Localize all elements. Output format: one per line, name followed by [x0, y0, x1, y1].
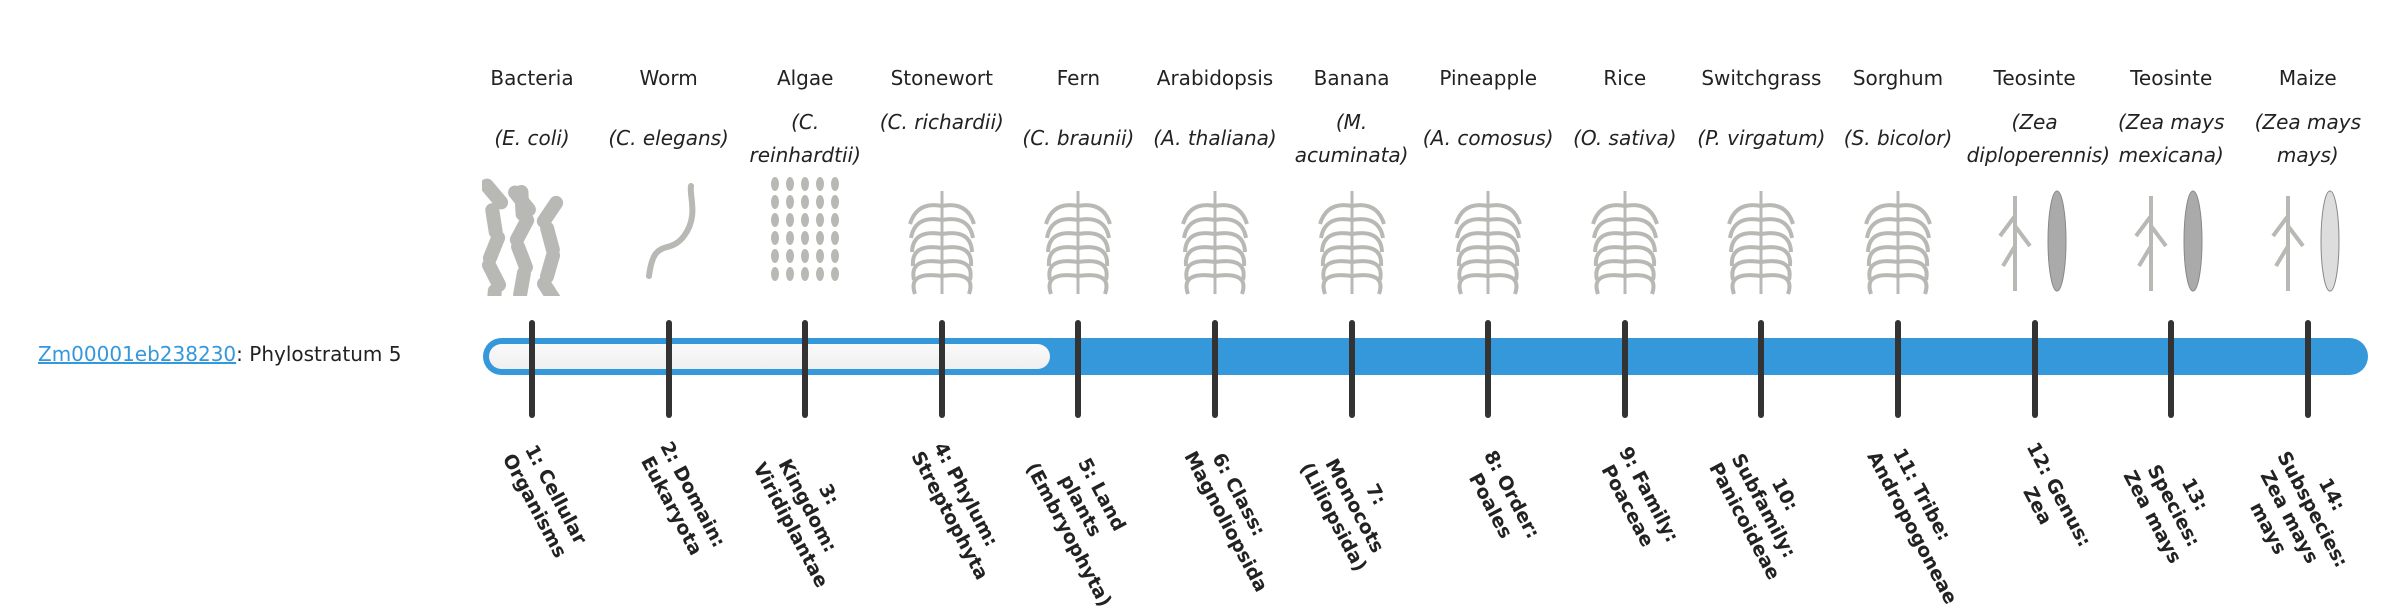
organism-scientific-name: (M. acuminata): [1294, 110, 1409, 167]
organism-scientific-name: (A. thaliana): [1153, 126, 1277, 150]
fern-image: [1028, 176, 1128, 296]
organism-scientific-name: (C. richardii): [879, 110, 1004, 134]
organism-common-name: Sorghum: [1852, 66, 1944, 90]
organism-common-name: Fern: [1056, 66, 1101, 90]
gene-label: Zm00001eb238230: Phylostratum 5: [38, 342, 401, 366]
organism-common-name: Worm: [639, 66, 698, 90]
organism-scientific-name: (A. comosus): [1422, 126, 1554, 150]
gene-link[interactable]: Zm00001eb238230: [38, 342, 237, 366]
organism-common-name: Arabidopsis: [1156, 66, 1274, 90]
organism-scientific-name: (C. elegans): [608, 126, 729, 150]
organism-scientific-name: (E. coli): [494, 126, 570, 150]
banana-image: [1302, 176, 1402, 296]
stratum-tick: [1621, 320, 1628, 418]
organism-scientific-name: (Zea mays mexicana): [2117, 110, 2225, 167]
stratum-label: 11: Tribe: Andropogoneae: [1862, 444, 1962, 608]
worm-image: [619, 176, 719, 296]
stratum-label: 2: Domain: Eukaryota: [635, 438, 730, 560]
stratum-tick: [1212, 320, 1218, 418]
organism-scientific-name: (Zea mays mays): [2254, 110, 2361, 167]
phylostratum-bar-fill: [489, 344, 1051, 369]
organism-common-name: Switchgrass: [1701, 66, 1822, 90]
organism-common-name: Bacteria: [490, 66, 574, 90]
organism-common-name: Banana: [1313, 66, 1390, 90]
arabidopsis-image: [1165, 176, 1265, 296]
bacteria-image: [479, 176, 582, 320]
stratum-label: 10: Subfamily: Panicoideae: [1704, 450, 1803, 584]
organism-scientific-name: (S. bicolor): [1843, 126, 1953, 150]
stratum-label: 9: Family: Poaceae: [1596, 443, 1683, 551]
teosinte-image: [1985, 176, 2085, 296]
stratum-label: 13: Species: Zea mays: [2118, 461, 2213, 568]
stratum-tick: [1895, 320, 1901, 418]
stratum-tick: [665, 320, 672, 418]
stratum-label: 14: Subspecies: Zea mays mays: [2244, 447, 2352, 572]
stratum-tick: [529, 320, 535, 418]
organism-common-name: Stonewort: [890, 66, 993, 90]
stratum-label: 3: Kingdom: Viridiplantae: [748, 455, 844, 592]
stratum-label: 1: Cellular Organisms: [497, 441, 591, 562]
maize-image: [2258, 176, 2358, 296]
stratum-label: 5: Land plants (Embryophyta): [1021, 454, 1131, 611]
stratum-tick: [1485, 320, 1492, 418]
stratum-tick: [2304, 320, 2311, 418]
teosinte-image: [2121, 176, 2221, 296]
stratum-tick: [938, 320, 945, 418]
stratum-label: 12: Genus: Zea: [2017, 438, 2095, 551]
stratum-label: 4: Phylum: Streptophyta: [906, 438, 1003, 584]
stratum-tick: [2168, 320, 2175, 418]
pineapple-image: [1438, 176, 1538, 296]
organism-common-name: Rice: [1603, 66, 1647, 90]
stratum-tick: [802, 320, 809, 418]
phylostratum-bar: [483, 338, 2368, 375]
sorghum-image: [1848, 176, 1948, 296]
organism-common-name: Teosinte: [2130, 66, 2213, 90]
stratum-tick: [1758, 320, 1765, 418]
organism-scientific-name: (C. reinhardtii): [749, 110, 861, 167]
stratum-tick: [2031, 320, 2038, 418]
stratum-tick: [1348, 320, 1355, 418]
organism-scientific-name: (O. sativa): [1573, 126, 1677, 150]
rice-image: [1575, 176, 1675, 296]
stonewort-image: [892, 176, 992, 296]
organism-scientific-name: (C. braunii): [1022, 126, 1135, 150]
algae-image: [755, 176, 855, 296]
phylostratum-text: : Phylostratum 5: [236, 342, 402, 366]
organism-common-name: Maize: [2278, 66, 2337, 90]
organism-scientific-name: (Zea diploperennis): [1966, 110, 2110, 167]
organism-common-name: Algae: [776, 66, 834, 90]
organism-common-name: Teosinte: [1993, 66, 2076, 90]
switchgrass-image: [1711, 176, 1811, 296]
organism-scientific-name: (P. virgatum): [1697, 126, 1826, 150]
organism-common-name: Pineapple: [1439, 66, 1538, 90]
stratum-tick: [1075, 320, 1082, 418]
stratum-label: 7: Monocots (Liliopsida): [1294, 455, 1390, 576]
stratum-label: 8: Order: Poales: [1464, 446, 1545, 543]
stratum-label: 6: Class: Magnoliopsida: [1179, 447, 1273, 596]
